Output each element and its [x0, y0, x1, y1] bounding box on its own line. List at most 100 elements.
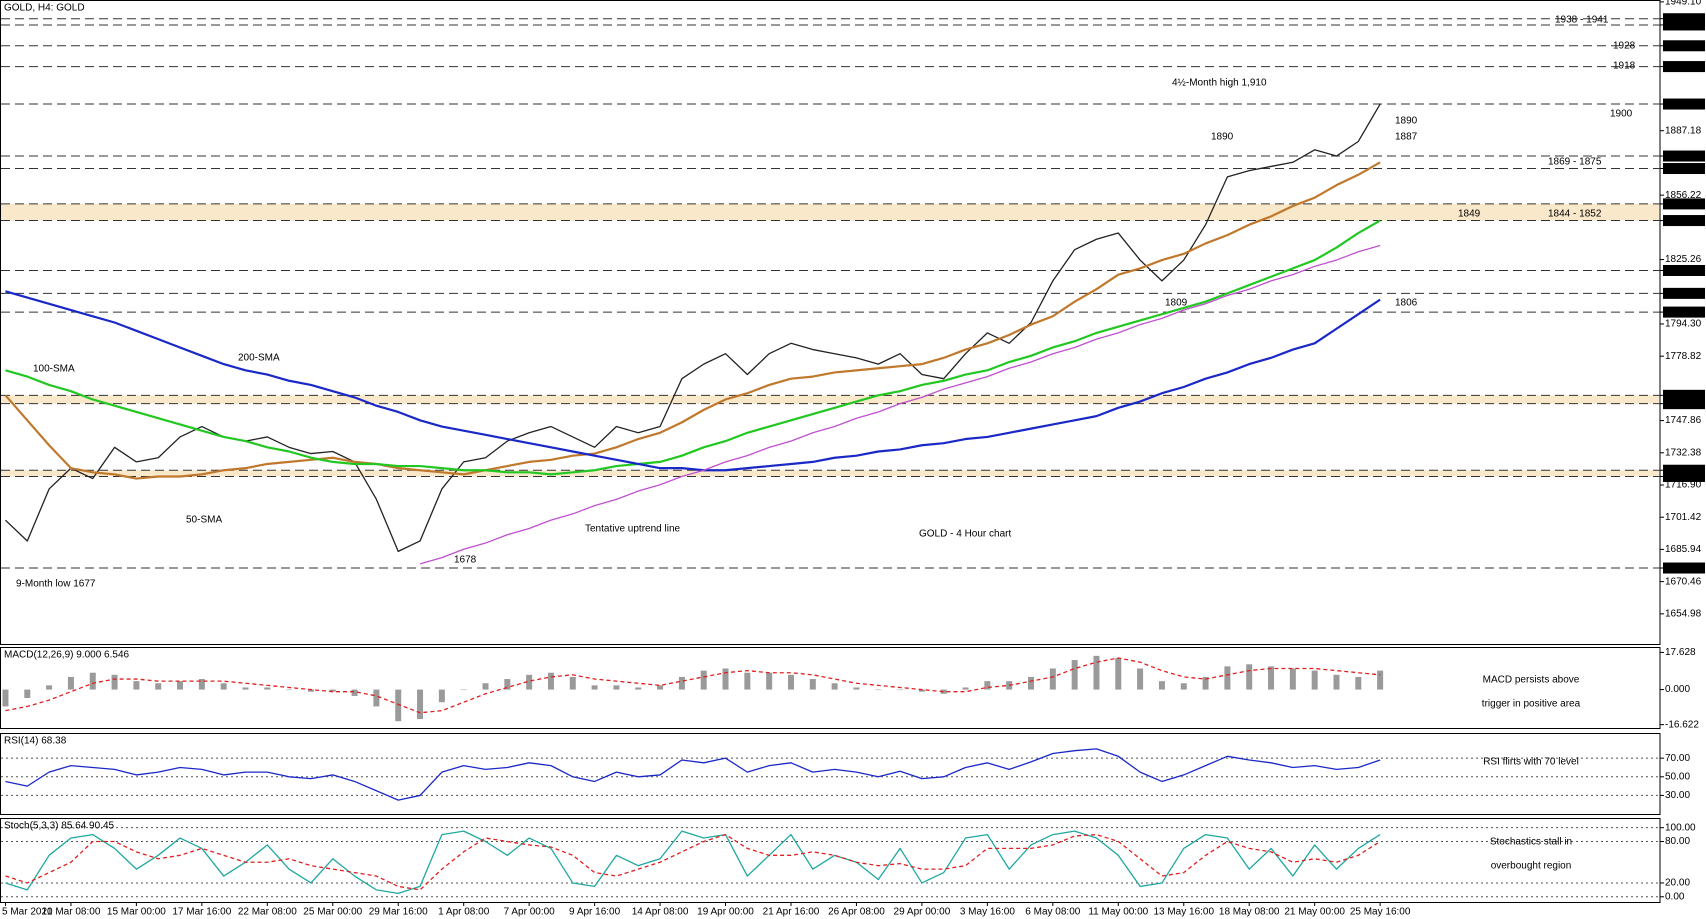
y-tick-label: 1852.00 [1665, 199, 1702, 210]
y-tick-label: 1820.00 [1665, 265, 1702, 276]
panel: 70.00 50.00 30.00 RSI(14) 68.38 RSI flirts w… [0, 733, 1690, 815]
histogram-bar [678, 676, 685, 690]
annotation: 1890 [1211, 132, 1234, 143]
x-tick-label: 11 May 00:00 [1088, 907, 1148, 918]
series-line [5, 748, 1381, 801]
zone [1, 395, 1659, 404]
histogram-bar [984, 681, 991, 690]
panel: 17.628 0.000 -16.622 MACD(12,26,9) 9.000 6.… [0, 647, 1699, 730]
histogram-bar [547, 672, 554, 690]
y-tick-label: 100.00 [1665, 822, 1696, 833]
histogram-bar [395, 689, 402, 722]
histogram-bar [1158, 681, 1165, 690]
y-tick-box [1663, 306, 1705, 318]
histogram-bar [177, 681, 184, 690]
panel-note: Stochastics stall in [1490, 837, 1572, 848]
histogram-bar [504, 679, 511, 690]
x-tick-label: 18 May 08:00 [1219, 907, 1280, 918]
histogram-bar [1333, 674, 1340, 690]
y-tick-label: 1701.42 [1665, 512, 1702, 523]
chart-title: GOLD - 4 Hour chart [919, 529, 1011, 540]
y-tick-label: 30.00 [1665, 790, 1690, 801]
annotation: 1900 [1610, 109, 1633, 120]
histogram-bar [1311, 670, 1318, 690]
annotation: 4½-Month high 1,910 [1172, 78, 1267, 89]
histogram-bar [613, 685, 620, 690]
y-tick-box [1663, 470, 1705, 482]
series-line [5, 830, 1381, 894]
histogram-bar [24, 689, 31, 699]
histogram-bar [1049, 668, 1056, 690]
annotation: 1918 [1613, 61, 1636, 72]
histogram-bar [831, 683, 838, 690]
histogram-bar [111, 674, 118, 690]
histogram-bar [1071, 660, 1078, 690]
panel: 100.00 80.00 20.00 0.00 Stoch(5,3,3) 85.64 9… [0, 818, 1696, 903]
y-tick-label: 1778.82 [1665, 351, 1702, 362]
y-tick-label: 70.00 [1665, 753, 1690, 764]
histogram-bar [329, 689, 336, 692]
x-tick-label: 14 Apr 08:00 [632, 907, 689, 918]
y-tick-label: 1685.94 [1665, 544, 1702, 555]
histogram-bar [264, 687, 271, 690]
x-tick-label: 26 Apr 08:00 [828, 907, 885, 918]
annotation: 1890 [1395, 116, 1418, 127]
histogram-bar [46, 685, 53, 690]
y-tick-box [1663, 150, 1705, 162]
histogram-bar [1180, 683, 1187, 690]
y-tick-label: 1928.00 [1665, 40, 1702, 51]
y-tick-label: 1938.00 [1665, 20, 1702, 31]
histogram-bar [417, 689, 424, 720]
panel-header: RSI(14) 68.38 [4, 736, 67, 747]
histogram-bar [373, 689, 380, 707]
histogram-bar [438, 689, 445, 703]
x-tick-label: 17 Mar 16:00 [172, 907, 231, 918]
annotation: 1938 - 1941 [1555, 15, 1609, 26]
x-tick-label: 1 Apr 08:00 [438, 907, 490, 918]
series-label: 100-SMA [33, 364, 75, 375]
x-tick-label: 7 Apr 00:00 [504, 907, 556, 918]
series-line [419, 244, 1381, 565]
series-line [5, 833, 1381, 891]
annotation: 1887 [1395, 132, 1418, 143]
panel-frame [0, 733, 1661, 815]
histogram-bar [1115, 657, 1122, 690]
histogram-bar [591, 685, 598, 690]
panel-header: MACD(12,26,9) 9.000 6.546 [4, 650, 130, 661]
y-tick-box [1663, 198, 1705, 210]
histogram-bar [962, 687, 969, 690]
histogram-bar [918, 689, 925, 692]
histogram-bar [1289, 668, 1296, 690]
y-tick-label: 1887.18 [1665, 125, 1702, 136]
x-tick-label: 25 Mar 00:00 [303, 907, 362, 918]
panel-frame [0, 647, 1661, 729]
y-tick-box [1663, 40, 1705, 52]
histogram-bar [853, 687, 860, 690]
x-tick-label: 19 Apr 00:00 [697, 907, 754, 918]
histogram-bar [1224, 666, 1231, 690]
y-tick-label: 1760.00 [1665, 390, 1702, 401]
x-tick-label: 29 Mar 16:00 [369, 907, 428, 918]
histogram-bar [67, 676, 74, 690]
histogram-bar [766, 672, 773, 690]
y-tick-label: 1721.00 [1665, 471, 1702, 482]
x-tick-label: 21 Apr 16:00 [763, 907, 820, 918]
y-tick-label: 17.628 [1665, 647, 1696, 658]
annotation: 1844 - 1852 [1548, 209, 1602, 220]
y-tick-label: 1856.22 [1665, 190, 1702, 201]
annotation: 9-Month low 1677 [16, 579, 96, 590]
histogram-bar [220, 683, 227, 690]
y-tick-label: 1941.00 [1665, 13, 1702, 24]
y-tick-box [1663, 464, 1705, 476]
y-tick-label: 1825.26 [1665, 254, 1702, 265]
y-tick-label: 1747.86 [1665, 415, 1702, 426]
panel-note: MACD persists above [1483, 675, 1580, 686]
y-tick-label: 1732.38 [1665, 447, 1702, 458]
histogram-bar [155, 683, 162, 690]
histogram-bar [1093, 655, 1100, 690]
histogram-bar [482, 683, 489, 690]
panel-frame [0, 0, 1661, 645]
annotation: 1806 [1395, 298, 1418, 309]
